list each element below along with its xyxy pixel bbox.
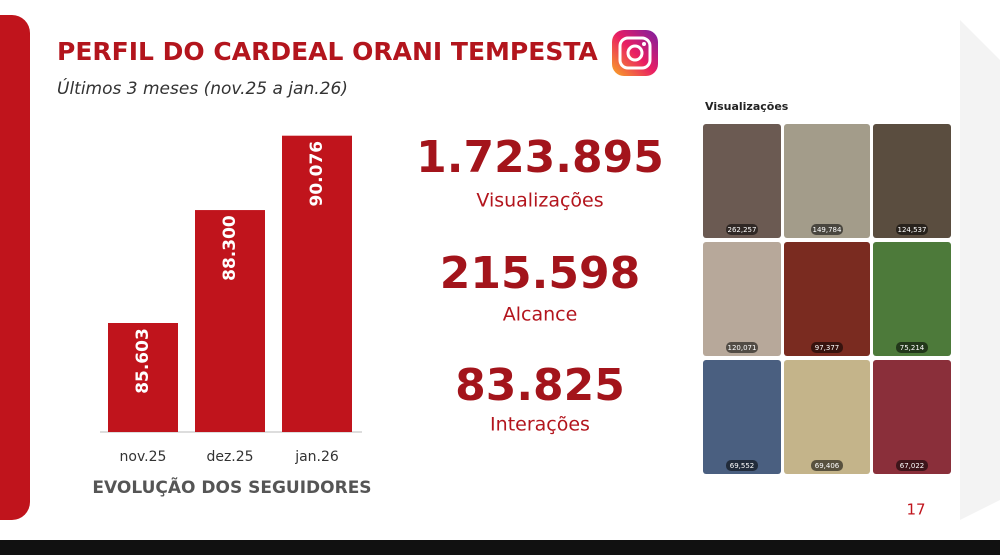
title: PERFIL DO CARDEAL ORANI TEMPESTA [57, 37, 598, 66]
view-pill [811, 460, 843, 471]
instagram-icon [612, 30, 658, 76]
bar [195, 210, 265, 432]
stat-value: 83.825 [455, 360, 625, 411]
view-count: 97,377 [815, 344, 840, 352]
stat-value: 1.723.895 [416, 132, 664, 183]
view-pill [726, 342, 758, 353]
view-count: 69,552 [730, 462, 755, 470]
thumbnail [873, 360, 951, 474]
subtitle: Últimos 3 meses (nov.25 a jan.26) [57, 77, 348, 99]
thumbnail [703, 360, 781, 474]
x-tick-label: nov.25 [120, 449, 167, 465]
view-pill [726, 224, 758, 235]
view-pill [811, 224, 843, 235]
data-label: 85.603 [133, 328, 153, 394]
view-pill [896, 224, 928, 235]
view-pill [726, 460, 758, 471]
data-label: 88.300 [220, 215, 240, 281]
bar [108, 322, 178, 432]
thumbnail [784, 360, 870, 474]
thumbnail [703, 242, 781, 356]
view-pill [811, 342, 843, 353]
thumbnail [784, 124, 870, 238]
gallery-title: Visualizações [705, 100, 789, 113]
view-count: 67,022 [900, 462, 925, 470]
view-count: 69,406 [815, 462, 840, 470]
thumbnail [873, 124, 951, 238]
x-tick-label: jan.26 [294, 449, 339, 465]
view-count: 75,214 [900, 344, 925, 352]
view-pill [896, 342, 928, 353]
view-pill [896, 460, 928, 471]
view-count: 149,784 [813, 226, 842, 234]
stat-label: Alcance [503, 304, 578, 326]
page-number: 17 [906, 501, 925, 519]
view-count: 124,537 [898, 226, 927, 234]
stat-value: 215.598 [440, 248, 640, 299]
x-tick-label: dez.25 [206, 449, 253, 465]
decoration [960, 20, 1000, 520]
view-count: 262,257 [728, 226, 757, 234]
stat-label: Interações [490, 414, 590, 436]
thumbnail [784, 242, 870, 356]
stat-label: Visualizações [476, 190, 603, 212]
thumbnail [873, 242, 951, 356]
chart-title: EVOLUÇÃO DOS SEGUIDORES [92, 475, 371, 498]
bar [282, 135, 352, 432]
bottom-band [0, 540, 1000, 555]
side-band [0, 15, 30, 520]
view-count: 120,071 [728, 344, 757, 352]
thumbnail [703, 124, 781, 238]
data-label: 90.076 [307, 141, 327, 207]
